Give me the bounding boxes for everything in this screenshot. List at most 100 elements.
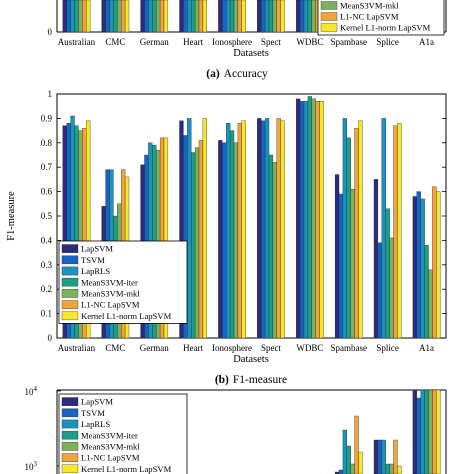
accuracy-bar (233, 0, 239, 33)
accuracy-bar (70, 0, 75, 33)
f1-xtick-label: CMC (105, 343, 125, 353)
accuracy-bar (276, 0, 281, 33)
f1-bar (311, 98, 316, 339)
time-legend-swatch (61, 408, 79, 418)
accuracy-bar (121, 0, 126, 33)
f1-bar (226, 123, 231, 339)
accuracy-bar (86, 0, 91, 33)
accuracy-bar (226, 0, 231, 33)
f1-ytick-label: 0.7 (41, 162, 53, 172)
f1-xtick-label: German (140, 343, 169, 353)
f1-legend-swatch (61, 277, 79, 287)
time-bar (428, 389, 433, 474)
f1-ytick-label: 0.9 (41, 113, 53, 123)
accuracy-bar (280, 0, 285, 33)
f1-bar (202, 118, 207, 339)
accuracy-bar (117, 0, 122, 33)
accuracy-xtick-label: Spambase (331, 37, 368, 47)
time-bar (358, 451, 363, 474)
f1-bar (86, 120, 91, 339)
accuracy-bar (222, 0, 227, 33)
f1-bar (191, 152, 196, 339)
f1-bar (272, 162, 277, 339)
accuracy-xtick-label: Spect (261, 37, 281, 47)
accuracy-bar (307, 0, 312, 33)
time-bar (377, 439, 382, 474)
accuracy-bar (159, 0, 165, 33)
f1-bar (299, 101, 305, 339)
accuracy-bar (299, 0, 305, 33)
f1-panel: 0 0.1 0.2 0.3 0.4 0.5 0.6 0.7 0.8 0.9 1 Australian… (6, 89, 447, 386)
f1-bar (241, 120, 246, 339)
accuracy-xtick-label: CMC (105, 37, 125, 47)
f1-ytick-label: 0.6 (41, 187, 53, 197)
accuracy-bar (241, 0, 246, 33)
f1-bar (412, 196, 417, 339)
f1-xlabel: Datasets (233, 354, 269, 365)
accuracy-bar (183, 0, 188, 33)
f1-ytick-label: 0.3 (41, 260, 53, 270)
f1-xtick-label: Spambase (331, 343, 368, 353)
accuracy-bar (272, 0, 277, 33)
accuracy-legend-label: L1-NC LapSVM (340, 12, 399, 22)
accuracy-bar (101, 0, 106, 33)
f1-legend-box (58, 240, 188, 324)
accuracy-legend-swatch (320, 1, 338, 10)
f1-bar (350, 188, 355, 339)
accuracy-bar (179, 0, 184, 33)
f1-xtick-label: A1a (419, 343, 434, 353)
f1-bar (342, 118, 347, 339)
f1-legend-swatch (61, 266, 79, 276)
accuracy-caption-text: Accuracy (224, 68, 268, 80)
f1-legend-label: L1-NC LapSVM (81, 300, 140, 310)
f1-xtick-label: WDBC (296, 343, 323, 353)
f1-bar (315, 101, 320, 339)
f1-bar (198, 140, 204, 339)
accuracy-xticks: Australian CMC German Heart Ionosphere Spect W… (58, 37, 434, 47)
f1-ytick-label: 1 (48, 89, 53, 99)
accuracy-bar (229, 0, 235, 33)
time-legend-label: Kernel L1-norm LapSVM (81, 464, 172, 474)
time-bar (373, 439, 379, 474)
accuracy-bar (140, 0, 145, 33)
f1-bar (393, 125, 398, 339)
accuracy-bar (105, 0, 110, 33)
time-legend-label: TSVM (81, 408, 105, 418)
f1-bar (420, 198, 425, 339)
accuracy-bar (261, 0, 266, 33)
f1-bar (436, 191, 441, 339)
accuracy-bar (144, 0, 149, 33)
accuracy-bar (303, 0, 309, 33)
time-bar (338, 469, 344, 474)
f1-bar (373, 179, 379, 339)
accuracy-bar (62, 0, 67, 33)
time-bar (420, 389, 425, 474)
f1-xtick-label: Australian (58, 343, 96, 353)
accuracy-bar (124, 0, 130, 33)
f1-legend-label: LapSVM (81, 244, 113, 254)
time-legend-label: MeanS3VM-mkl (81, 442, 140, 452)
f1-legend-label: TSVM (81, 255, 105, 265)
time-bar (389, 463, 394, 474)
time-legend-label: MeanS3VM-iter (81, 430, 138, 440)
f1-ytick-label: 0.1 (41, 309, 52, 319)
time-bar (397, 465, 402, 474)
f1-bar (346, 137, 351, 339)
accuracy-bar (109, 0, 114, 33)
f1-bar (222, 142, 227, 339)
accuracy-caption-label: (a) (206, 68, 220, 80)
accuracy-bar (66, 0, 71, 33)
time-ytick-1e3: 103 (25, 460, 38, 472)
accuracy-legend-label: Kernel L1-norm LapSVM (340, 23, 431, 33)
f1-legend-swatch (61, 300, 79, 309)
accuracy-xtick-label: Heart (183, 37, 203, 47)
accuracy-xtick-label: A1a (419, 37, 434, 47)
time-legend-swatch (61, 442, 79, 451)
accuracy-bar (148, 0, 153, 33)
accuracy-bar (198, 0, 204, 33)
f1-bar (424, 245, 429, 339)
f1-xticks: Australian CMC German Heart Ionosphere Spect W… (58, 343, 434, 353)
time-bar (354, 415, 359, 474)
accuracy-legend-box (317, 0, 445, 36)
